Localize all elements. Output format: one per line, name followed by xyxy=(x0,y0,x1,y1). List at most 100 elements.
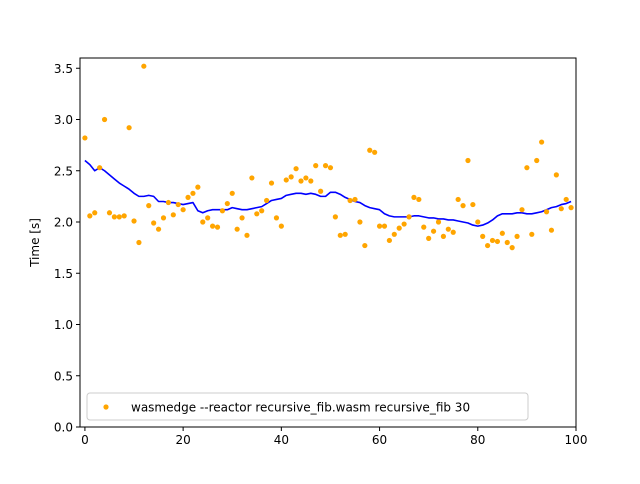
data-point xyxy=(101,116,108,123)
data-point xyxy=(372,149,378,155)
x-tick-label: 60 xyxy=(372,433,387,447)
data-point xyxy=(327,165,334,171)
y-tick-label: 1.0 xyxy=(54,318,73,332)
data-point xyxy=(416,196,422,203)
data-point xyxy=(308,178,314,184)
data-point xyxy=(421,224,427,230)
data-point xyxy=(460,203,466,209)
data-point xyxy=(190,190,196,196)
data-point xyxy=(381,223,388,229)
y-tick-label: 0.0 xyxy=(54,421,73,435)
data-point xyxy=(563,196,569,203)
data-point xyxy=(548,227,555,233)
data-point xyxy=(470,201,476,208)
data-point xyxy=(283,177,289,183)
x-tick-label: 100 xyxy=(565,433,588,447)
data-point xyxy=(406,214,412,220)
data-point xyxy=(430,228,437,234)
data-point xyxy=(435,219,442,225)
y-tick-label: 3.5 xyxy=(54,62,73,76)
data-point xyxy=(499,230,505,236)
data-point xyxy=(529,231,535,237)
data-point xyxy=(131,218,137,224)
data-point xyxy=(558,206,564,212)
data-point xyxy=(376,223,383,229)
data-point xyxy=(347,197,353,204)
data-point xyxy=(553,172,559,178)
data-point xyxy=(332,214,338,220)
data-point xyxy=(475,219,481,225)
data-point xyxy=(485,242,491,249)
data-point xyxy=(209,223,216,229)
data-point xyxy=(411,194,417,200)
data-point xyxy=(229,190,235,196)
data-point xyxy=(514,233,520,239)
data-point xyxy=(87,213,93,219)
data-point xyxy=(303,175,309,181)
data-point xyxy=(293,166,299,172)
data-point xyxy=(352,196,358,203)
data-point xyxy=(82,135,88,141)
data-point xyxy=(214,224,221,230)
data-point xyxy=(136,239,142,246)
data-point xyxy=(318,188,324,194)
data-point xyxy=(288,174,294,180)
data-point xyxy=(401,221,407,227)
data-point xyxy=(357,219,363,225)
y-axis-label: Time [s] xyxy=(28,218,42,268)
plot-layer xyxy=(82,63,574,251)
data-point xyxy=(543,209,550,215)
data-point xyxy=(244,232,250,238)
data-point xyxy=(337,232,343,238)
data-point xyxy=(205,215,211,221)
data-point xyxy=(234,226,240,232)
data-point xyxy=(126,125,132,131)
ticks-layer: 0 20 40 60 80 100 0.0 0.5 1.0 1.5 2.0 2.5 3.0 3.5 xyxy=(54,62,588,447)
data-point xyxy=(116,214,122,220)
data-point xyxy=(155,226,162,232)
data-point xyxy=(170,212,176,218)
data-point xyxy=(539,139,545,145)
data-point xyxy=(426,235,432,241)
axes-frame xyxy=(79,57,577,428)
data-point xyxy=(264,197,270,204)
data-point xyxy=(450,229,456,235)
x-tick-label: 20 xyxy=(175,433,190,447)
data-point xyxy=(362,242,368,249)
y-tick-label: 1.5 xyxy=(54,267,73,281)
data-point xyxy=(489,237,496,244)
x-tick-label: 80 xyxy=(470,433,485,447)
data-point xyxy=(219,208,226,214)
data-point xyxy=(391,231,397,237)
y-tick-label: 3.0 xyxy=(54,113,73,127)
data-point xyxy=(509,245,515,251)
data-point xyxy=(445,226,451,232)
data-point xyxy=(455,196,461,203)
data-point xyxy=(568,205,574,211)
y-tick-label: 2.5 xyxy=(54,164,73,178)
data-point xyxy=(440,233,447,239)
data-point xyxy=(185,194,191,200)
data-point xyxy=(146,203,152,209)
data-point xyxy=(239,215,245,221)
x-tick-label: 40 xyxy=(274,433,289,447)
data-point xyxy=(367,147,373,153)
x-tick-label: 0 xyxy=(81,433,89,447)
data-point xyxy=(534,157,540,164)
data-point xyxy=(519,207,525,213)
data-point xyxy=(195,184,201,190)
data-point xyxy=(200,219,206,225)
data-point xyxy=(224,200,230,207)
data-point xyxy=(160,215,167,221)
data-point xyxy=(322,163,329,169)
y-tick-label: 0.5 xyxy=(54,369,73,383)
data-point xyxy=(268,180,275,186)
y-tick-label: 2.0 xyxy=(54,216,73,230)
data-point xyxy=(524,165,530,171)
data-point xyxy=(97,165,103,171)
data-point xyxy=(480,233,486,239)
data-point xyxy=(396,225,402,231)
data-point xyxy=(259,208,265,214)
